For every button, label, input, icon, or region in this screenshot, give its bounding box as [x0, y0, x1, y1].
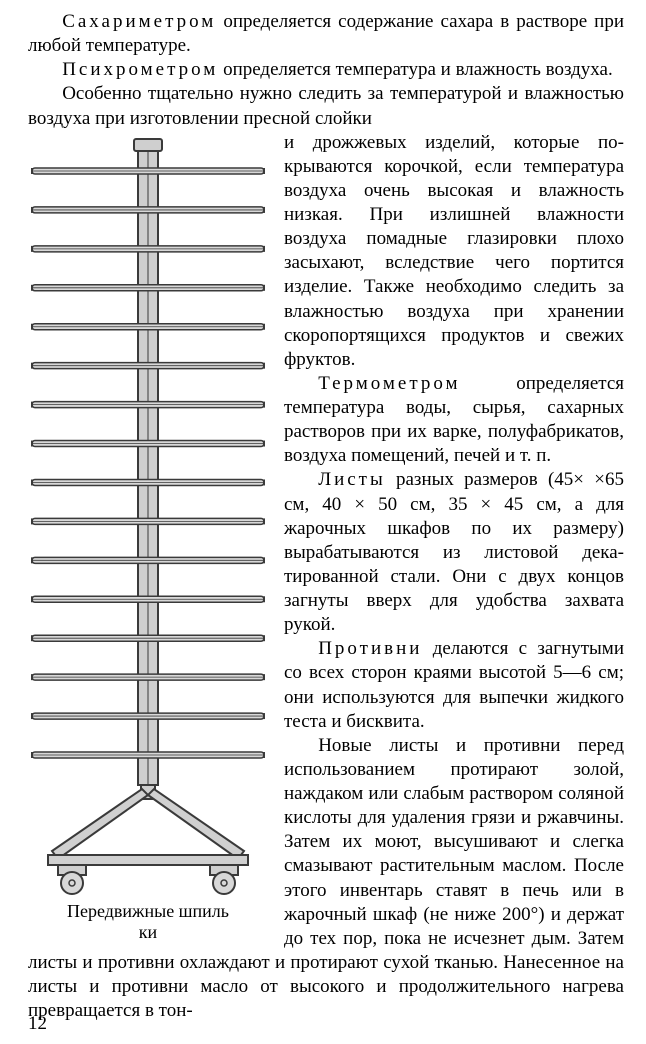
paragraph: Особенно тщательно нужно следить за темп… — [28, 82, 624, 130]
body-text: Особенно тщательно нужно следить за темп… — [28, 83, 624, 128]
paragraph: Сахариметром определяется содержание сах… — [28, 10, 624, 58]
term-emphasis: Противни — [318, 638, 422, 659]
figure-caption: Передвижные шпиль ки — [28, 901, 268, 944]
body-text: и дрожжевых изделий, которые по­крываютс… — [284, 132, 624, 370]
term-emphasis: Термометром — [318, 373, 460, 394]
term-emphasis: Психрометром — [62, 59, 218, 80]
term-emphasis: Сахариметром — [62, 11, 216, 32]
caption-line: ки — [139, 922, 157, 942]
caption-line: Передвижные шпиль — [67, 901, 229, 921]
body-text: определяется температура и влажность воз… — [218, 59, 612, 80]
body-text: разных размеров (45× ×65 см, 40 × 50 см,… — [284, 469, 624, 635]
book-page: Сахариметром определяется содержание сах… — [0, 0, 646, 1044]
term-emphasis: Листы — [318, 469, 386, 490]
rack-illustration — [28, 135, 268, 895]
paragraph: Психрометром определяется температура и … — [28, 58, 624, 82]
figure-wrap: Передвижные шпиль ки — [28, 135, 268, 944]
page-number: 12 — [28, 1012, 47, 1036]
